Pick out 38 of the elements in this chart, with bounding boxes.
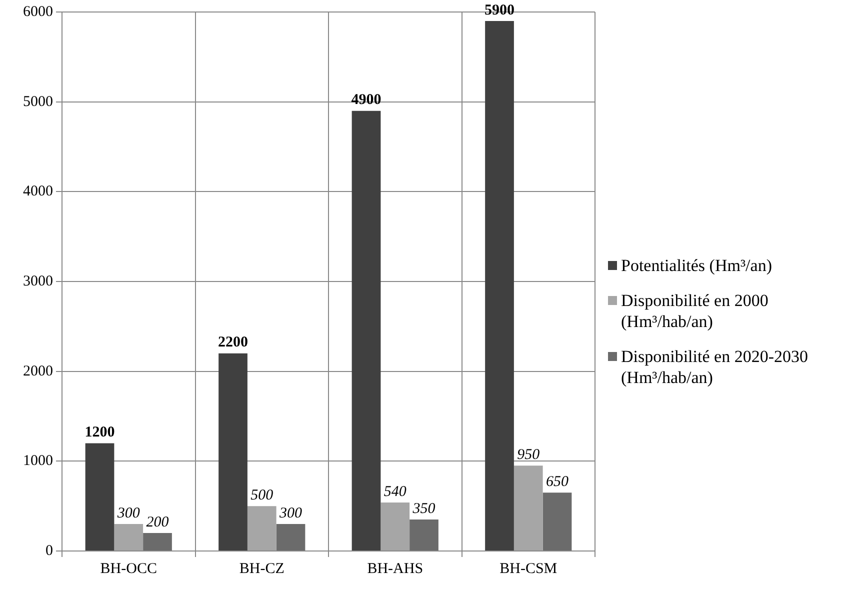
data-label: 950: [517, 447, 540, 464]
bar: [114, 524, 144, 550]
y-tick-label: 5000: [23, 94, 53, 110]
y-tick-label: 2000: [23, 363, 53, 380]
bar: [218, 353, 248, 550]
y-tick-label: 0: [46, 542, 53, 559]
data-label: 2200: [218, 334, 248, 351]
data-label: 300: [116, 505, 140, 522]
data-label: 200: [146, 514, 170, 530]
legend-label: Disponibilité en 2000 (Hm³/hab/an): [621, 290, 770, 332]
bar: [514, 466, 543, 550]
data-label: 1200: [84, 424, 115, 441]
legend-label: Potentialités (Hm³/an): [621, 255, 772, 276]
data-label: 350: [412, 500, 436, 517]
data-label: 4900: [351, 92, 382, 108]
bar: [542, 492, 572, 550]
bar: [247, 506, 276, 550]
data-label: 540: [384, 484, 407, 500]
x-tick-label: BH-CZ: [239, 560, 284, 577]
x-tick-label: BH-CSM: [500, 560, 558, 577]
bar: [352, 110, 381, 550]
legend-label: Disponibilité en 2020-2030 (Hm³/hab/an): [621, 346, 809, 388]
data-label: 300: [278, 505, 302, 522]
bar: [276, 524, 306, 550]
y-tick-label: 6000: [23, 4, 53, 20]
y-tick-label: 1000: [23, 453, 53, 470]
data-label: 500: [250, 488, 274, 504]
bar: [143, 533, 172, 550]
y-tick-label: 4000: [23, 184, 53, 200]
y-tick-label: 3000: [23, 273, 53, 290]
bar: [485, 20, 514, 550]
x-tick-label: BH-AHS: [367, 560, 424, 577]
bar: [410, 520, 438, 550]
bar: [85, 443, 114, 550]
bar: [380, 502, 410, 550]
data-label: 5900: [484, 2, 515, 18]
x-tick-label: BH-OCC: [100, 560, 157, 577]
data-label: 650: [546, 474, 569, 490]
